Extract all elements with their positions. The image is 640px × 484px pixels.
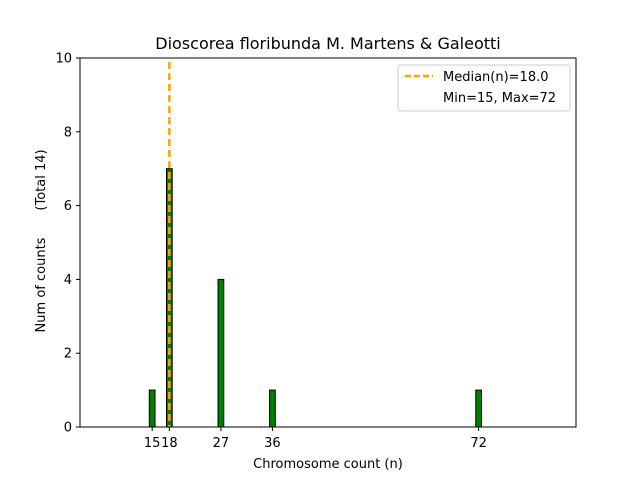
y-axis-ticks: 0 2 4 6 8 10: [55, 52, 80, 436]
chart-title: Dioscorea floribunda M. Martens & Galeot…: [155, 34, 501, 53]
legend-median-label: Median(n)=18.0: [443, 70, 549, 85]
x-tick-label: 27: [213, 436, 230, 451]
y-axis-label: Num of counts: [34, 237, 49, 332]
y-tick-label: 0: [64, 421, 72, 436]
bar: [269, 389, 276, 428]
x-tick-label: 36: [264, 436, 281, 451]
y-axis-total-label: (Total 14): [34, 149, 49, 210]
x-tick-label: 72: [470, 436, 487, 451]
y-tick-label: 8: [64, 125, 72, 140]
bars: [148, 168, 482, 428]
legend-box: [397, 64, 571, 112]
x-axis-ticks: 15 18 27 36 72: [144, 427, 487, 451]
x-tick-label: 15: [144, 436, 161, 451]
legend: Median(n)=18.0 Min=15, Max=72: [397, 64, 571, 112]
bar: [148, 389, 156, 428]
bar: [217, 278, 225, 428]
bar: [475, 389, 482, 428]
y-tick-label: 10: [55, 52, 72, 67]
plot-frame: [79, 57, 577, 428]
legend-range-label: Min=15, Max=72: [443, 91, 556, 106]
x-axis-label: Chromosome count (n): [253, 457, 403, 472]
x-tick-label: 18: [161, 436, 178, 451]
y-tick-label: 6: [64, 199, 72, 214]
y-tick-label: 4: [64, 273, 72, 288]
y-tick-label: 2: [64, 347, 72, 362]
